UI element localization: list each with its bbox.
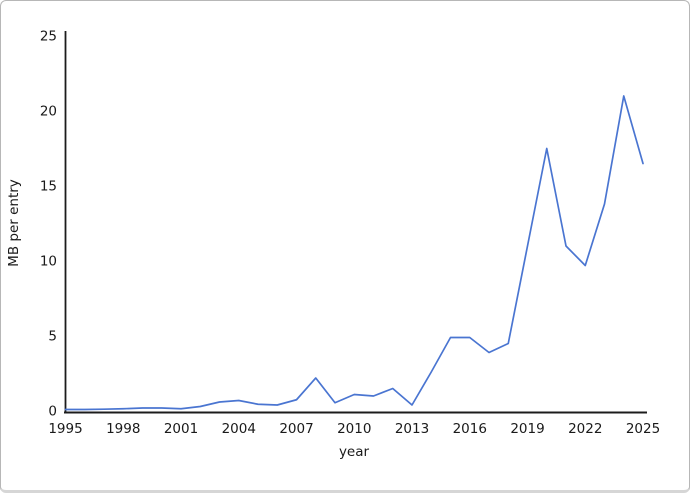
y-tick-label: 5 (48, 329, 57, 345)
x-tick-label: 2016 (453, 421, 487, 437)
x-tick-label: 2004 (222, 421, 256, 437)
y-tick-label: 0 (48, 404, 57, 420)
y-tick-label: 20 (40, 104, 57, 120)
x-tick-label: 2025 (626, 421, 660, 437)
data-line-series (64, 95, 644, 411)
x-tick-label: 1998 (106, 421, 140, 437)
x-tick-label: 2022 (568, 421, 602, 437)
x-tick-label: 2010 (337, 421, 371, 437)
y-tick-label: 10 (40, 254, 57, 270)
y-axis-title: MB per entry (6, 179, 22, 267)
y-tick-label: 25 (40, 29, 57, 45)
x-tick-label: 2013 (395, 421, 429, 437)
y-tick-label: 15 (40, 179, 57, 195)
x-axis-title: year (339, 444, 370, 460)
x-tick-label: 1995 (48, 421, 82, 437)
x-tick-label: 2001 (164, 421, 198, 437)
x-tick-label: 2007 (279, 421, 313, 437)
x-tick-label: 2019 (510, 421, 544, 437)
